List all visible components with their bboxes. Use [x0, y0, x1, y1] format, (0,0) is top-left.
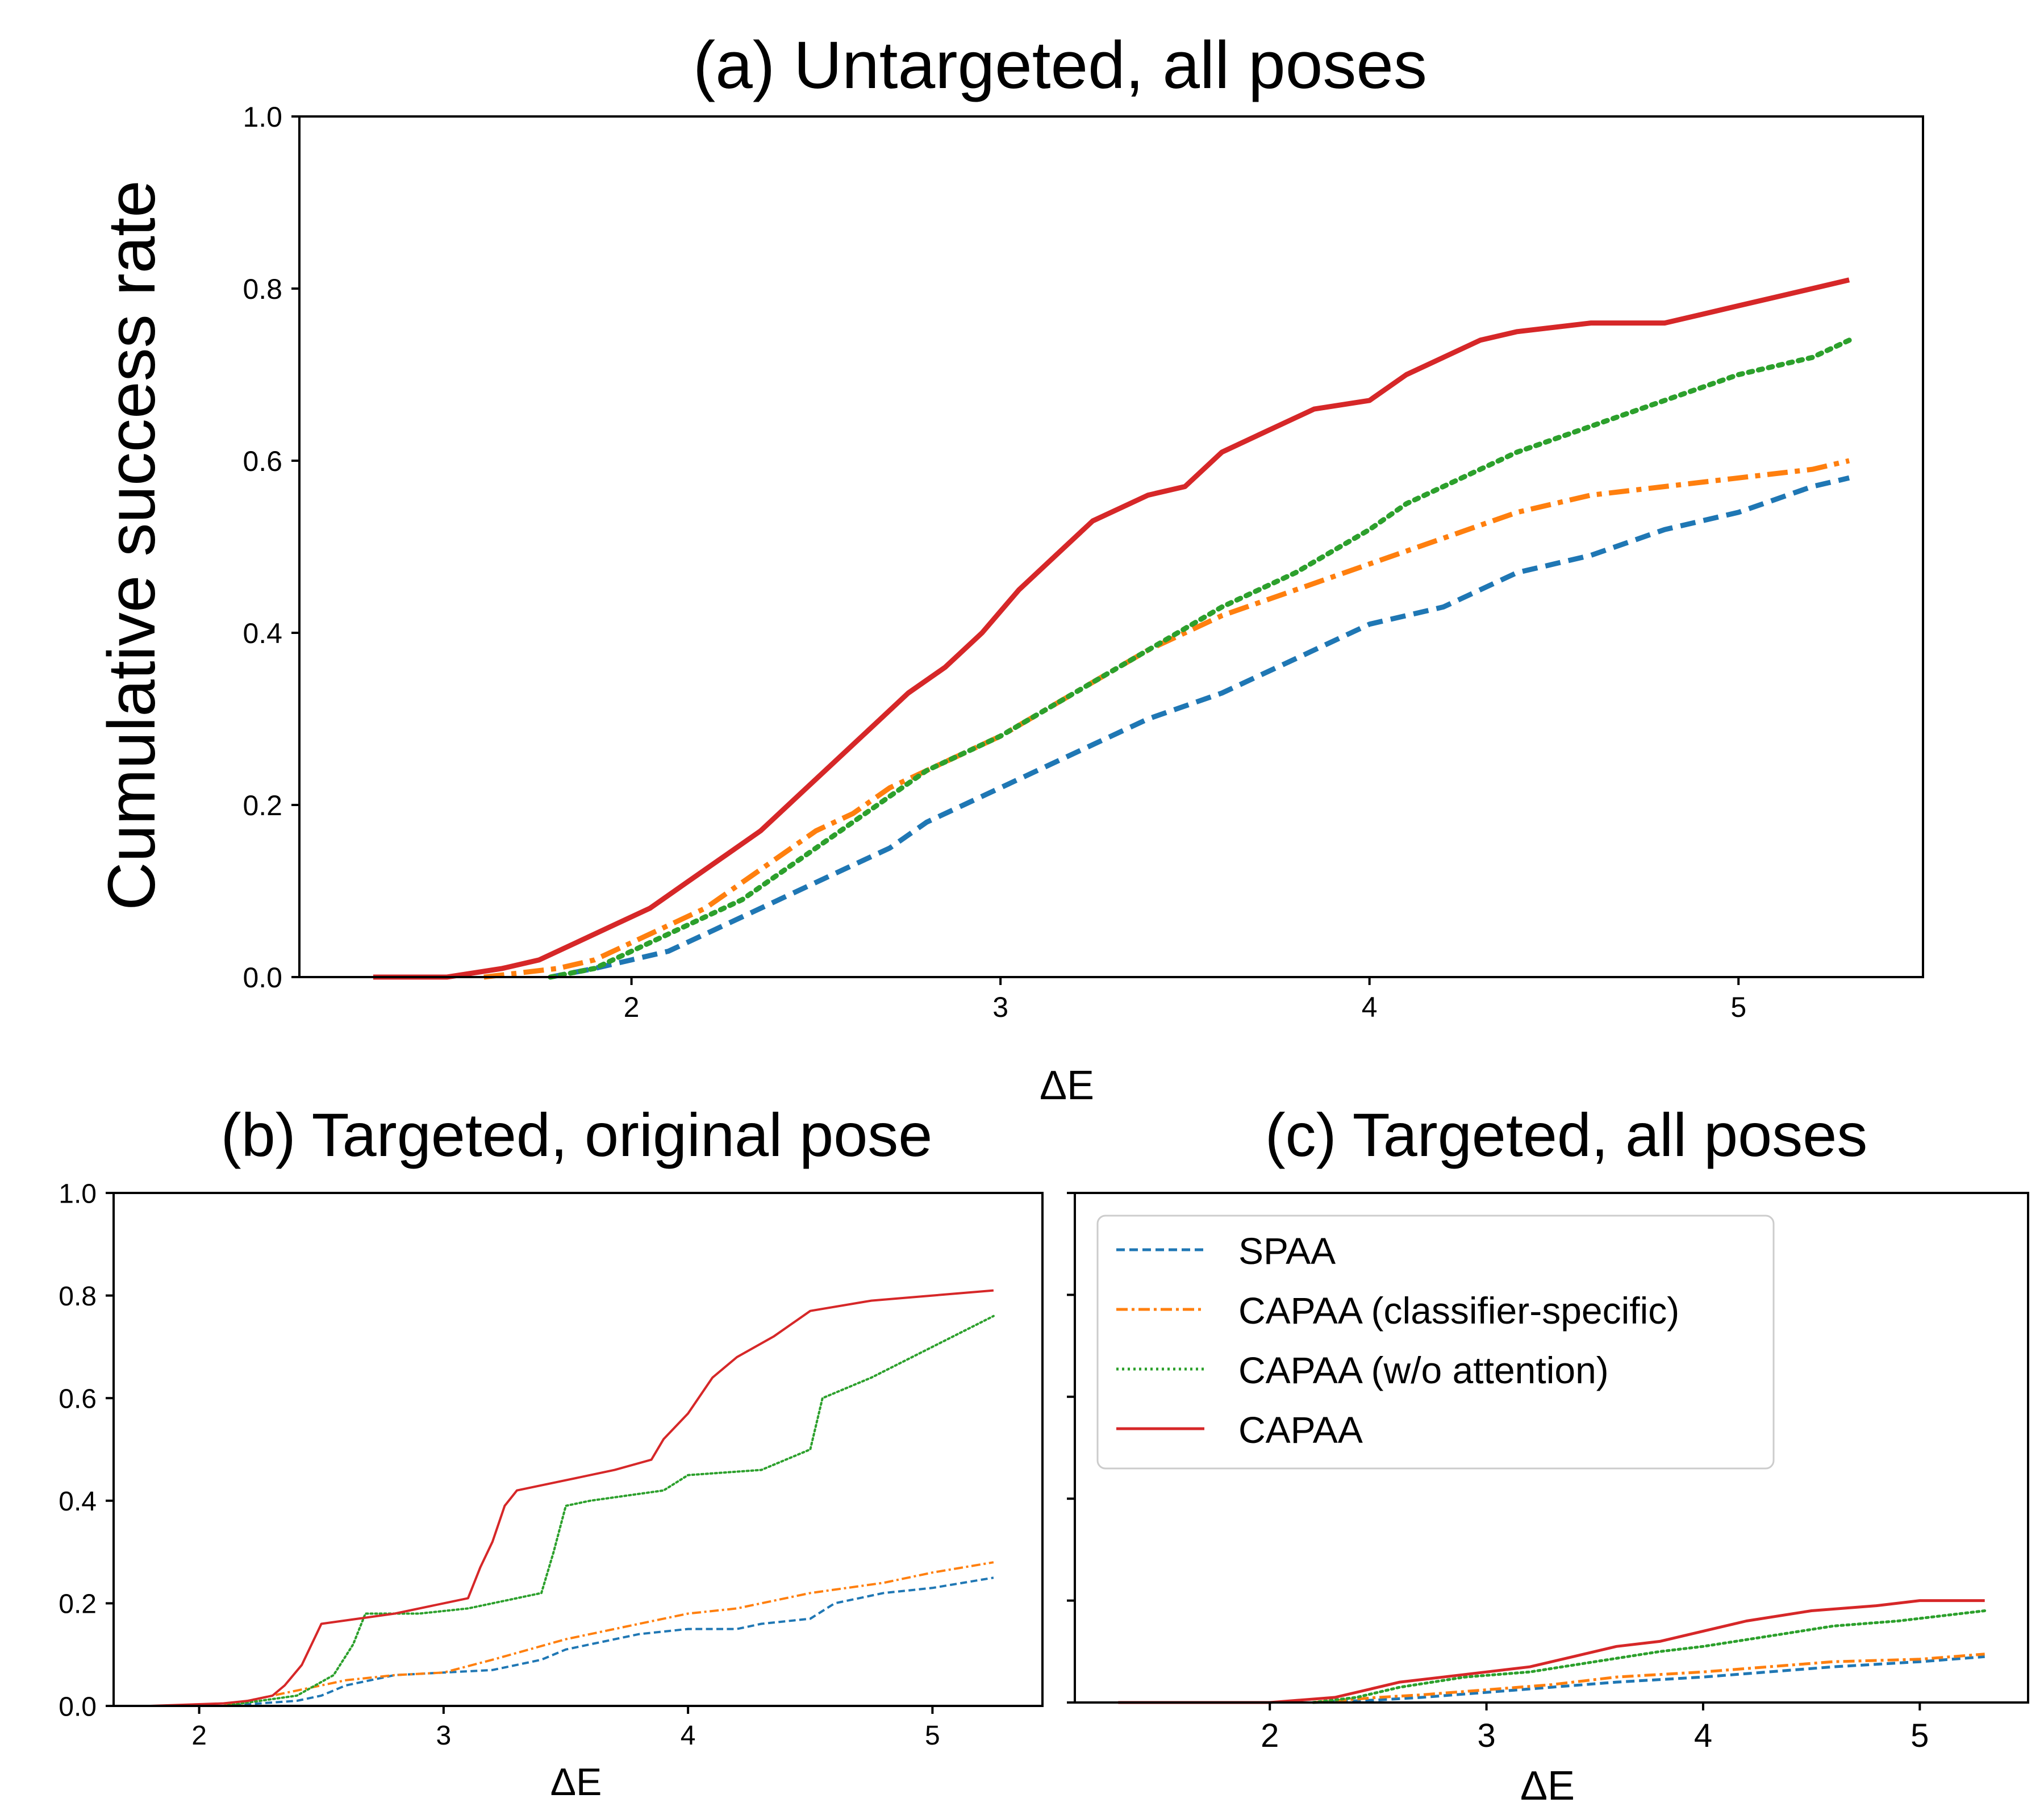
legend-label-spaa: SPAA [1238, 1230, 1336, 1272]
panel-a-title: (a) Untargeted, all poses [693, 28, 1427, 103]
legend-label-capaa-classifier-specific: CAPAA (classifier-specific) [1238, 1290, 1679, 1332]
panel-a-y-tick-label: 0.2 [243, 790, 282, 821]
panel-c-series-capaa-cs [1313, 1653, 1985, 1704]
panel-c-x-tick-label: 5 [1910, 1717, 1929, 1754]
panel-c-x-axis-label: ΔE [1520, 1763, 1575, 1809]
panel-a-x-tick-label: 5 [1730, 991, 1746, 1023]
panel-a-y-tick-label: 0.8 [243, 273, 282, 305]
panel-c-x-tick-label: 2 [1261, 1717, 1279, 1754]
panel-c-series-spaa [1313, 1655, 1985, 1704]
panel-b-x-tick-label: 2 [191, 1721, 207, 1751]
panel-b-title: (b) Targeted, original pose [221, 1100, 933, 1169]
panel-c-series-capaa-woa [1312, 1609, 1987, 1704]
panel-b-y-tick-label: 0.0 [59, 1692, 97, 1722]
panel-b-y-tick-label: 0.6 [59, 1384, 97, 1414]
panel-c-plot: 2 3 4 5 [1067, 1192, 2029, 1754]
legend-label-capaa-wo-attention: CAPAA (w/o attention) [1238, 1349, 1609, 1391]
panel-b-series-spaa [223, 1576, 994, 1707]
legend-frame [1096, 1215, 1775, 1470]
panel-b-y-tick-label: 0.2 [59, 1589, 97, 1620]
panel-a-plot: 2 3 4 5 0.0 0.2 0.4 0.6 0.8 1.0 [243, 101, 1924, 1023]
panel-b-y-tick-label: 0.8 [59, 1282, 97, 1312]
legend: SPAA CAPAA (classifier-specific) CAPAA (… [1096, 1215, 1775, 1470]
panel-a-x-tick-label: 2 [624, 991, 640, 1023]
legend-label-capaa: CAPAA [1238, 1409, 1363, 1451]
panel-b-x-tick-label: 3 [436, 1721, 452, 1751]
panel-c-x-tick-label: 3 [1477, 1717, 1495, 1754]
panel-a-x-tick-label: 4 [1362, 991, 1378, 1023]
panel-b-x-axis-label: ΔE [550, 1760, 602, 1804]
panel-a-x-tick-label: 3 [992, 991, 1008, 1023]
shared-y-axis-label: Cumulative success rate [94, 180, 169, 910]
panel-b-x-tick-label: 4 [681, 1721, 696, 1751]
panel-b-series-capaa-cs [223, 1561, 994, 1707]
panel-a-y-tick-label: 0.4 [243, 617, 282, 649]
panel-c-axes-frame [1074, 1192, 2029, 1704]
panel-a-series-capaa-woa [548, 337, 1852, 980]
panel-a-y-tick-label: 0.0 [243, 962, 282, 994]
panel-a-axes-frame [298, 115, 1924, 978]
panel-a-y-tick-label: 1.0 [243, 101, 282, 133]
panel-b-x-tick-label: 5 [925, 1721, 940, 1751]
panel-a-series-spaa [549, 475, 1850, 980]
panel-b-series-capaa [150, 1289, 994, 1707]
panel-b-axes-frame [112, 1192, 1044, 1707]
panel-a-x-axis-label: ΔE [1040, 1063, 1094, 1108]
panel-b-y-tick-label: 1.0 [59, 1179, 97, 1209]
panel-b-y-tick-label: 0.4 [59, 1487, 97, 1517]
panel-c-series-capaa [1118, 1599, 1985, 1704]
panel-a-y-tick-label: 0.6 [243, 445, 282, 477]
panel-b-series-capaa-woa [222, 1315, 995, 1707]
panel-c-x-tick-label: 4 [1694, 1717, 1712, 1754]
panel-b-plot: 2 3 4 5 0.0 0.2 0.4 0.6 0.8 1.0 [59, 1179, 1044, 1751]
panel-c-title: (c) Targeted, all poses [1265, 1100, 1868, 1169]
panel-a-series-capaa [373, 277, 1850, 980]
